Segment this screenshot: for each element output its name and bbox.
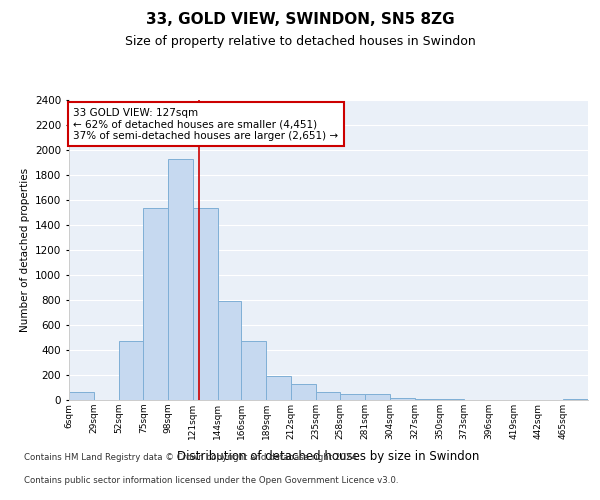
Bar <box>241 341 266 400</box>
Text: Contains public sector information licensed under the Open Government Licence v3: Contains public sector information licen… <box>24 476 398 485</box>
Text: Contains HM Land Registry data © Crown copyright and database right 2024.: Contains HM Land Registry data © Crown c… <box>24 454 359 462</box>
Bar <box>365 394 390 400</box>
Bar <box>316 392 340 400</box>
Bar <box>168 159 193 400</box>
Text: Size of property relative to detached houses in Swindon: Size of property relative to detached ho… <box>125 34 475 48</box>
Text: 33, GOLD VIEW, SWINDON, SN5 8ZG: 33, GOLD VIEW, SWINDON, SN5 8ZG <box>146 12 454 28</box>
Y-axis label: Number of detached properties: Number of detached properties <box>20 168 29 332</box>
Bar <box>390 398 415 400</box>
Bar <box>119 341 143 400</box>
Bar <box>266 376 291 400</box>
Bar <box>218 301 241 400</box>
Text: 33 GOLD VIEW: 127sqm
← 62% of detached houses are smaller (4,451)
37% of semi-de: 33 GOLD VIEW: 127sqm ← 62% of detached h… <box>73 108 338 140</box>
Bar <box>291 384 316 400</box>
Bar <box>340 394 365 400</box>
Bar <box>69 392 94 400</box>
Bar <box>193 208 218 400</box>
X-axis label: Distribution of detached houses by size in Swindon: Distribution of detached houses by size … <box>178 450 479 464</box>
Bar <box>143 208 168 400</box>
